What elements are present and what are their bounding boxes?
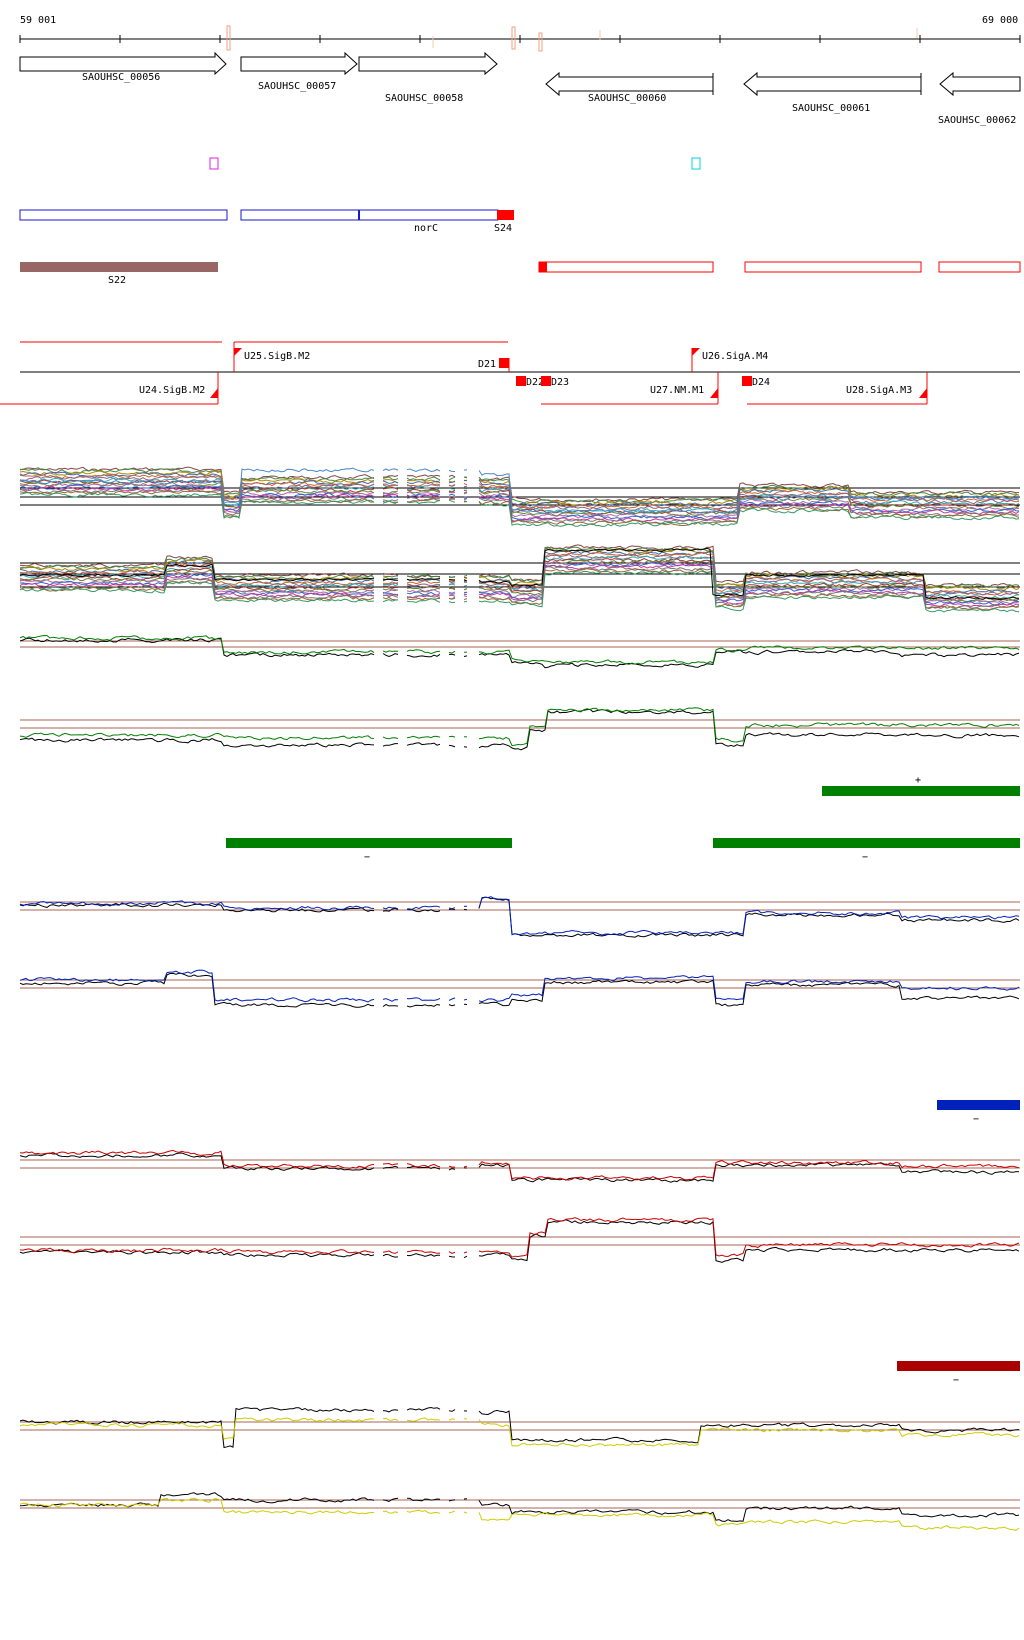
gene-saouhsc-00061[interactable]: SAOUHSC_00061 [743,71,922,114]
blue-minus-mark: − [973,1114,979,1125]
start-coordinate-label: 59 001 [20,15,56,26]
segment-d24[interactable]: D24 [742,376,770,388]
yellow-profile [19,1406,1020,1449]
track1-profile [19,468,1020,505]
track1-profile [19,487,1020,524]
norc-label: norC [414,223,438,234]
segment-u25[interactable]: U25.SigB.M2 [233,342,310,372]
gene-label: SAOUHSC_00061 [792,103,870,114]
segment-box-2[interactable] [744,261,922,273]
segment-u27[interactable]: U27.NM.M1 [650,372,719,404]
green-minus-bar-2[interactable] [713,838,1020,848]
green-profile [19,637,1020,669]
track2-profile [19,550,1020,594]
track2-profile [19,561,1020,605]
green-plus-mark: + [915,775,921,786]
segment-u28[interactable]: U28.SigA.M3 [846,372,928,404]
green-minus-bar-1[interactable] [226,838,512,848]
segment-u26[interactable]: U26.SigA.M4 [691,348,768,372]
track1-profile [19,471,1020,508]
segment-track: U24.SigB.M2 U25.SigB.M2 U26.SigA.M4 U27.… [0,341,1020,405]
svg-text:U27.NM.M1: U27.NM.M1 [650,385,704,396]
gene-saouhsc-00060[interactable]: SAOUHSC_00060 [545,71,714,104]
blue-profile [19,972,1020,1008]
segment-d21[interactable]: D21 [478,358,510,372]
gene-saouhsc-00062[interactable]: SAOUHSC_00062 [938,71,1021,126]
green-minus-mark-1: − [364,852,370,863]
segment-u24[interactable]: U24.SigB.M2 [139,372,219,404]
gene-label: SAOUHSC_00062 [938,115,1016,126]
blue-minus-bar[interactable] [937,1100,1020,1110]
svg-text:D22: D22 [526,377,544,388]
red-profile [19,1149,1020,1181]
blue-profile [19,969,1020,1003]
gene-saouhsc-00057[interactable]: SAOUHSC_00057 [240,51,358,92]
track1-profile [19,475,1020,511]
blue-profile [19,896,1020,938]
segment-d22[interactable]: D22 [516,376,544,388]
s24-label: S24 [494,223,512,234]
gene-saouhsc-00058[interactable]: SAOUHSC_00058 [358,51,498,104]
svg-text:D24: D24 [752,377,770,388]
s22-block[interactable] [20,262,218,272]
track1-profile [19,482,1020,519]
segment-d23[interactable]: D23 [541,376,569,388]
track1-profile [19,466,1020,503]
yellow-profile [19,1492,1020,1522]
track2-profile [19,546,1020,589]
track2-profile [19,561,1020,606]
svg-text:D21: D21 [478,359,496,370]
motif-marker-magenta[interactable] [209,157,219,170]
track1-profile [19,492,1020,527]
segment-box-1[interactable] [538,261,714,273]
red-minus-bar[interactable] [897,1361,1020,1371]
gene-saouhsc-00056[interactable]: SAOUHSC_00056 [19,51,227,83]
gene-label: SAOUHSC_00058 [385,93,463,104]
green-profile [19,634,1020,665]
yellow-profile [19,1497,1020,1531]
motif-marker-cyan[interactable] [691,157,701,170]
track1-profile [19,467,1020,515]
gene-label: SAOUHSC_00057 [258,81,336,92]
s22-label: S22 [108,275,126,286]
track2-profile [19,547,1020,600]
track1-profile [19,483,1019,521]
yellow-profile [19,1417,1020,1448]
gene-track: SAOUHSC_00056 SAOUHSC_00057 SAOUHSC_0005… [19,51,1021,126]
track2-profile [19,564,1020,608]
cds-box-1[interactable] [19,209,228,221]
svg-text:U26.SigA.M4: U26.SigA.M4 [702,351,768,362]
coordinate-ruler: 59 001 69 000 [19,15,1021,52]
svg-text:U28.SigA.M3: U28.SigA.M3 [846,385,912,396]
red-minus-mark: − [953,1375,959,1386]
gene-label: SAOUHSC_00056 [82,72,160,83]
gene-label: SAOUHSC_00060 [588,93,666,104]
cds-box-norC[interactable] [240,209,499,221]
red-profile [19,1217,1020,1258]
annotation-track: norC S24 S22 [19,209,1021,286]
end-coordinate-label: 69 000 [982,15,1018,26]
strand-bars: + − − − − [226,775,1020,1386]
green-profile [19,707,1020,747]
track1-profile [19,481,1020,517]
svg-text:D23: D23 [551,377,569,388]
expression-tracks [19,466,1020,1531]
green-plus-bar[interactable] [822,786,1020,796]
track2-profile [19,570,1020,613]
segment-box-3[interactable] [938,261,1021,273]
blue-profile [19,896,1020,936]
green-profile [19,708,1020,751]
green-minus-mark-2: − [862,852,868,863]
svg-text:U24.SigB.M2: U24.SigB.M2 [139,385,205,396]
track2-profile [19,559,1020,603]
red-profile [19,1152,1020,1183]
svg-text:U25.SigB.M2: U25.SigB.M2 [244,351,310,362]
s24-block[interactable] [497,210,514,220]
